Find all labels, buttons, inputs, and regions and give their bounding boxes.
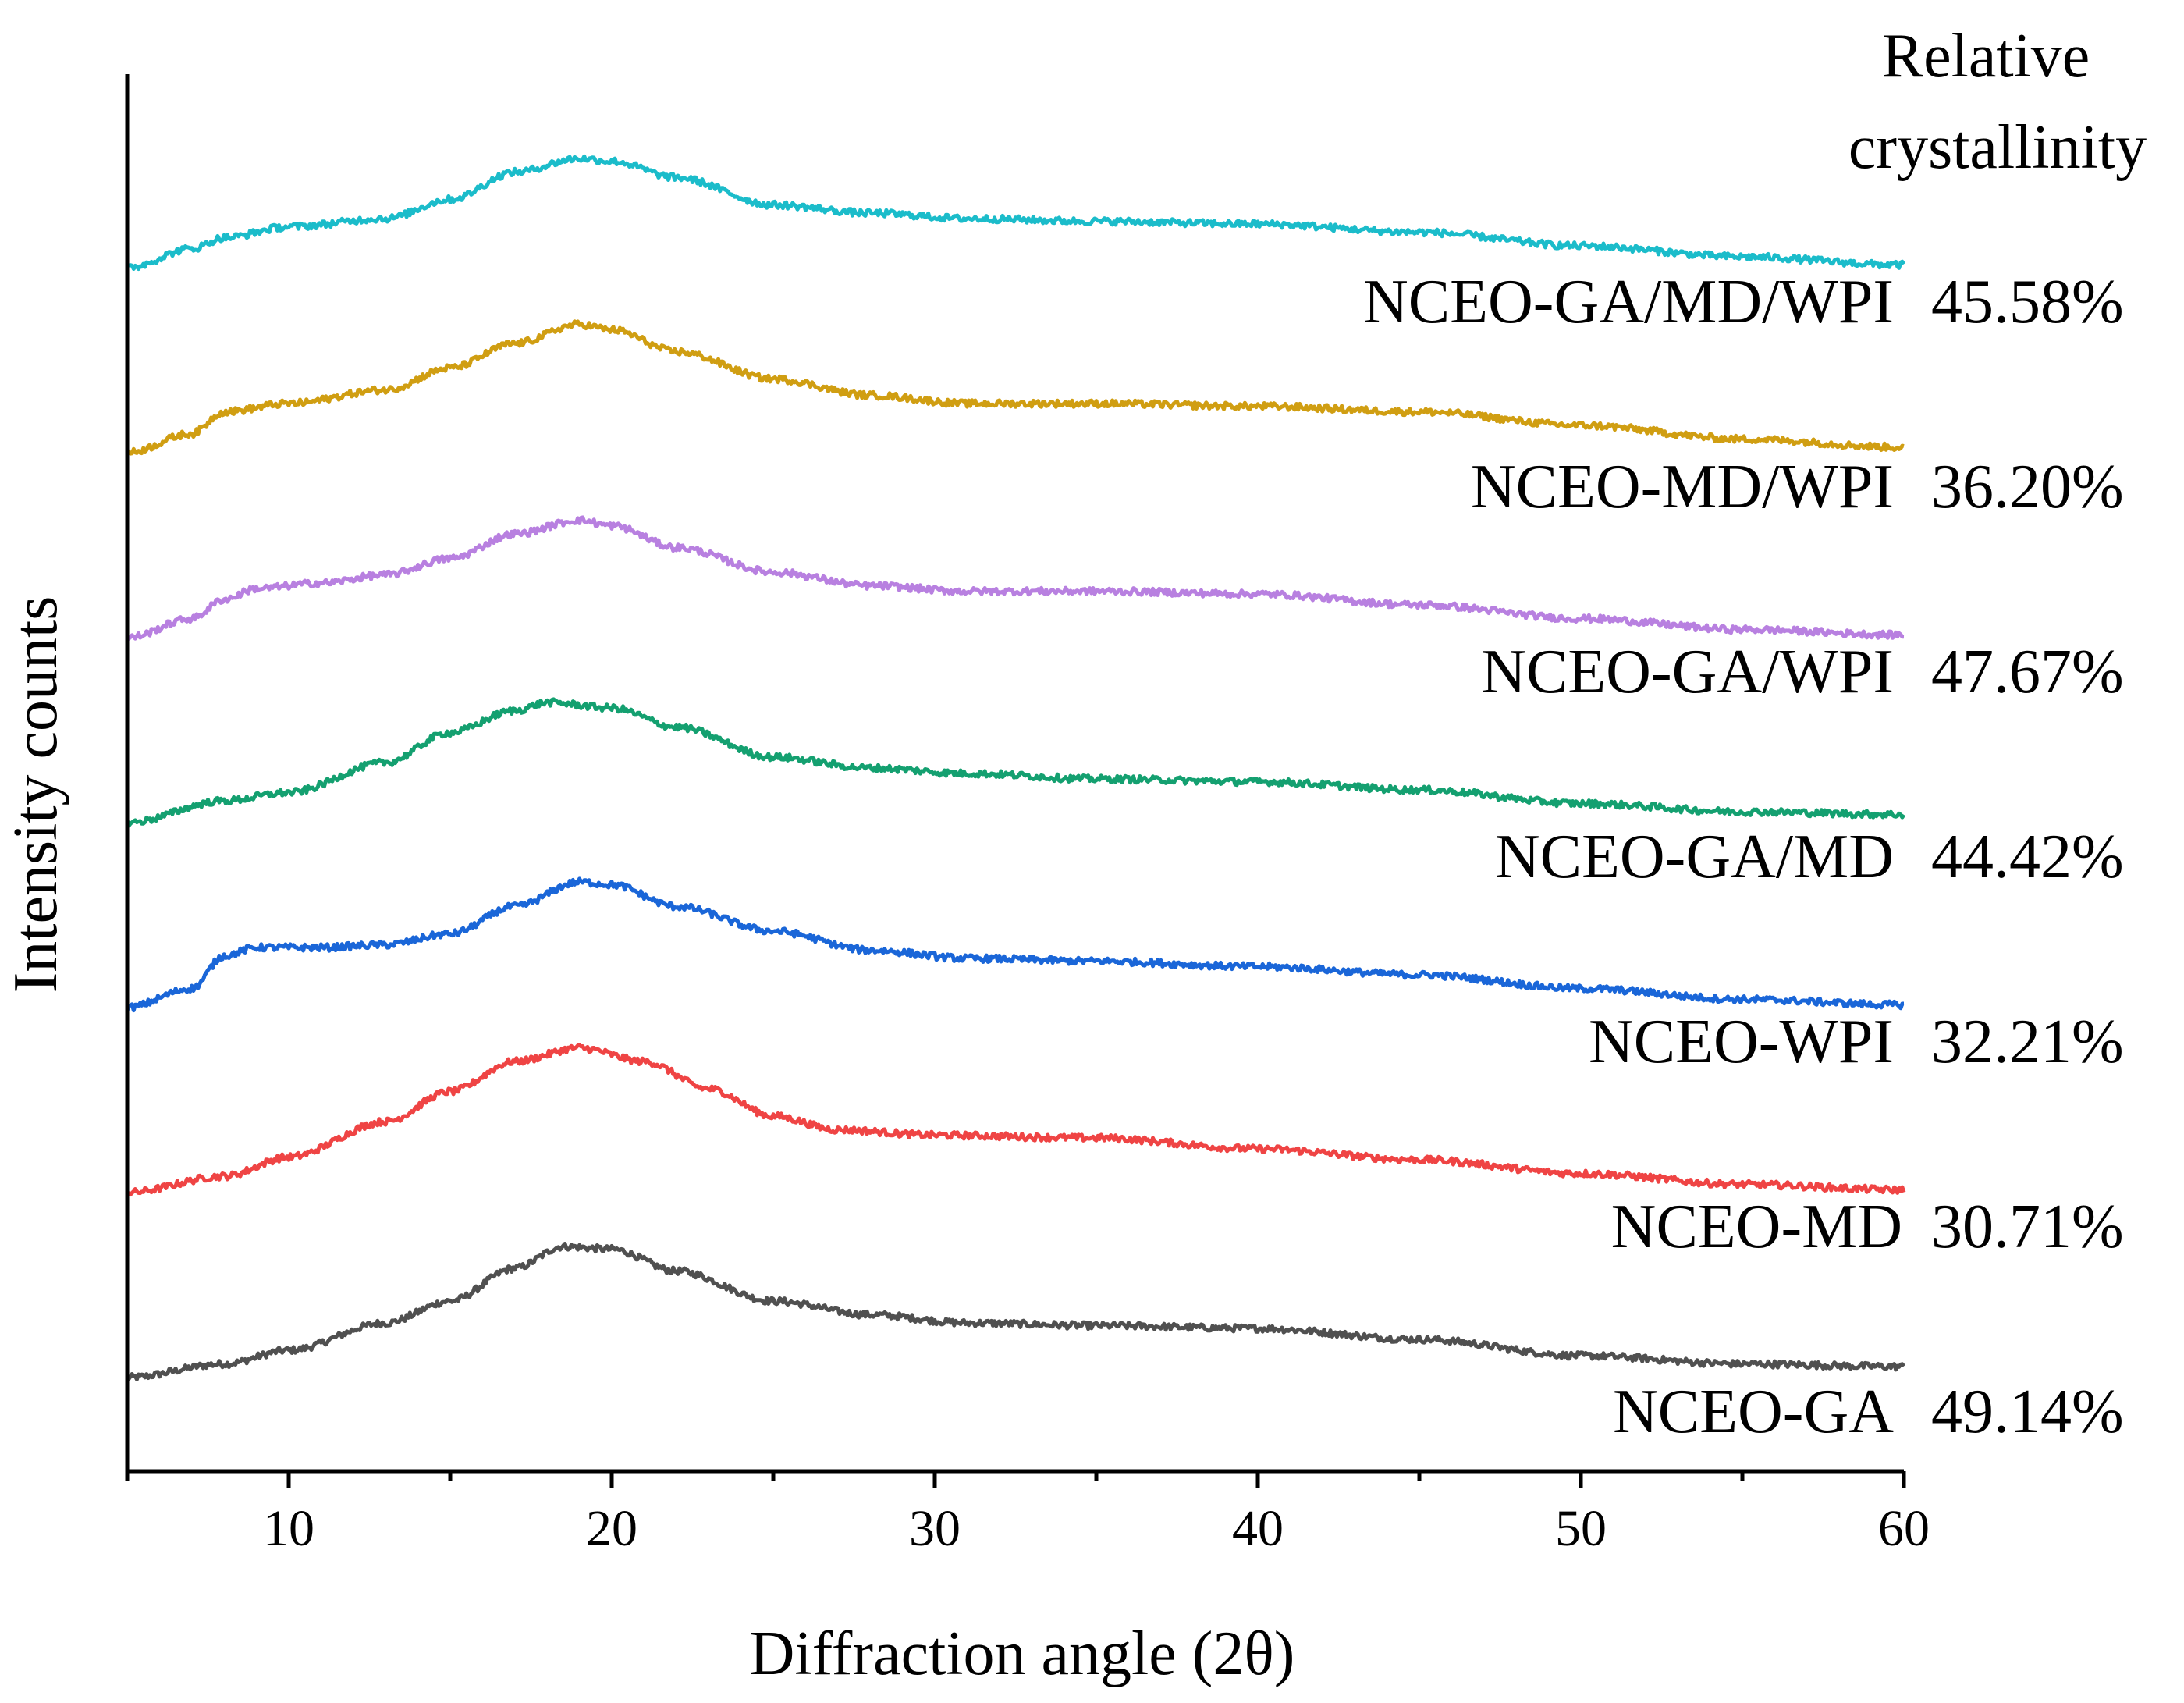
series-name-label: NCEO-MD [1611,1193,1902,1261]
series-line-nceo-md [126,1043,1906,1197]
crystallinity-value-label: 32.21% [1931,1008,2124,1076]
x-tick-label: 40 [1232,1500,1284,1557]
series-name-label: NCEO-MD/WPI [1471,453,1894,521]
x-axis-title: Diffraction angle (2θ) [750,1619,1295,1688]
x-tick-label: 20 [586,1500,637,1557]
series-name-label: NCEO-GA/MD [1495,823,1894,891]
x-tick-label: 60 [1878,1500,1930,1557]
crystallinity-value-label: 30.71% [1931,1193,2124,1261]
legend-title-line-1: Relative [1882,22,2090,91]
x-tick-label: 10 [263,1500,314,1557]
series-name-label: NCEO-GA/MD/WPI [1363,268,1894,336]
legend-title-line-2: crystallinity [1848,113,2147,182]
series-labels: NCEO-GA 49.14% NCEO-MD 30.71% NCEO-WPI 32.21%… [1363,268,2124,1446]
crystallinity-value-label: 36.20% [1931,453,2124,521]
series-name-label: NCEO-GA [1613,1378,1894,1446]
x-tick-label: 30 [909,1500,961,1557]
series-line-nceo-md-wpi [125,319,1905,456]
series-name-label: NCEO-WPI [1589,1008,1894,1076]
series-line-nceo-ga [125,1242,1905,1381]
crystallinity-value-label: 45.58% [1931,268,2124,336]
series-line-nceo-ga-md-wpi [126,154,1906,272]
x-ticks: 10 20 30 40 50 60 [125,1471,1930,1557]
crystallinity-value-label: 49.14% [1931,1378,2124,1446]
series-line-nceo-ga-wpi [125,515,1905,641]
y-axis-title: Intensity counts [2,596,70,994]
series-group [125,154,1906,1381]
crystallinity-value-label: 47.67% [1931,638,2124,706]
series-name-label: NCEO-GA/WPI [1481,638,1894,706]
crystallinity-value-label: 44.42% [1931,823,2124,891]
series-line-nceo-wpi [125,876,1905,1013]
series-line-nceo-ga-md [125,697,1906,828]
x-tick-label: 50 [1555,1500,1607,1557]
